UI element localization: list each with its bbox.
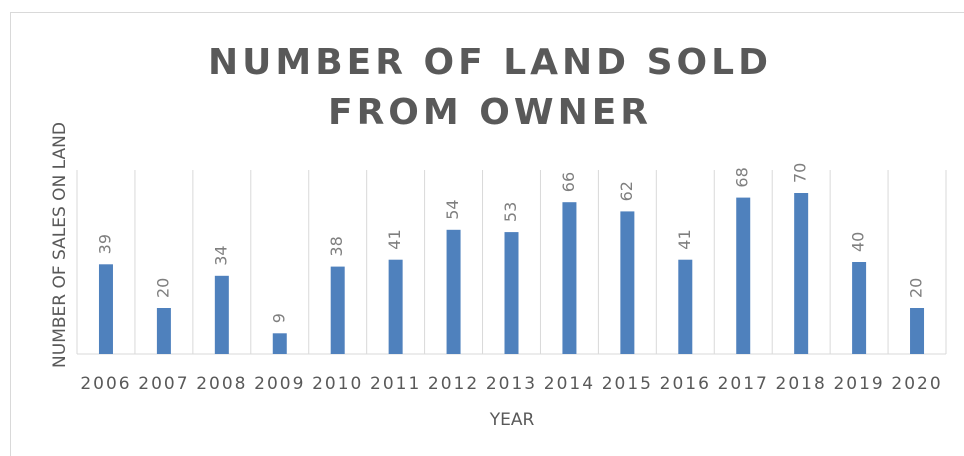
data-label: 39 bbox=[95, 234, 114, 254]
data-label: 20 bbox=[907, 278, 926, 298]
x-tick-label: 2018 bbox=[776, 374, 827, 394]
bar bbox=[214, 275, 229, 354]
bar bbox=[562, 202, 577, 354]
bar bbox=[852, 262, 867, 354]
data-label: 34 bbox=[211, 245, 230, 265]
bar bbox=[678, 259, 693, 354]
data-label: 38 bbox=[327, 236, 346, 256]
bar bbox=[388, 259, 403, 354]
bar bbox=[156, 308, 171, 354]
bar bbox=[98, 264, 113, 354]
data-label: 54 bbox=[443, 199, 462, 219]
data-label: 40 bbox=[849, 232, 868, 252]
data-label: 20 bbox=[153, 278, 172, 298]
x-tick-label: 2019 bbox=[833, 374, 884, 394]
chart-title: NUMBER OF LAND SOLD FROM OWNER bbox=[208, 42, 772, 133]
bar bbox=[504, 232, 519, 354]
data-label: 53 bbox=[501, 202, 520, 222]
bar bbox=[446, 229, 461, 354]
bar bbox=[736, 197, 751, 354]
data-label: 62 bbox=[617, 181, 636, 201]
bar bbox=[620, 211, 635, 354]
data-label: 66 bbox=[559, 172, 578, 192]
x-tick-label: 2009 bbox=[254, 374, 305, 394]
x-tick-label: 2013 bbox=[486, 374, 537, 394]
x-tick-label: 2010 bbox=[312, 374, 363, 394]
bar bbox=[330, 266, 345, 354]
x-tick-label: 2014 bbox=[544, 374, 595, 394]
x-tick-label: 2012 bbox=[428, 374, 479, 394]
x-tick-label: 2015 bbox=[602, 374, 653, 394]
x-tick-label: 2007 bbox=[138, 374, 189, 394]
x-tick-label: 2008 bbox=[196, 374, 247, 394]
x-tick-label: 2017 bbox=[718, 374, 769, 394]
chart-border bbox=[10, 12, 964, 456]
data-label: 70 bbox=[791, 163, 810, 183]
x-tick-label: 2006 bbox=[80, 374, 131, 394]
x-tick-label: 2011 bbox=[370, 374, 421, 394]
bar bbox=[272, 333, 287, 354]
bar bbox=[910, 308, 925, 354]
data-label: 68 bbox=[733, 167, 752, 187]
data-label: 9 bbox=[269, 313, 288, 323]
bar bbox=[794, 193, 809, 354]
x-axis-label: YEAR bbox=[489, 410, 535, 430]
x-tick-label: 2016 bbox=[660, 374, 711, 394]
data-label: 41 bbox=[385, 229, 404, 249]
y-axis-label: NUMBER OF SALES ON LAND bbox=[50, 122, 70, 368]
data-label: 41 bbox=[675, 229, 694, 249]
x-tick-label: 2020 bbox=[891, 374, 942, 394]
